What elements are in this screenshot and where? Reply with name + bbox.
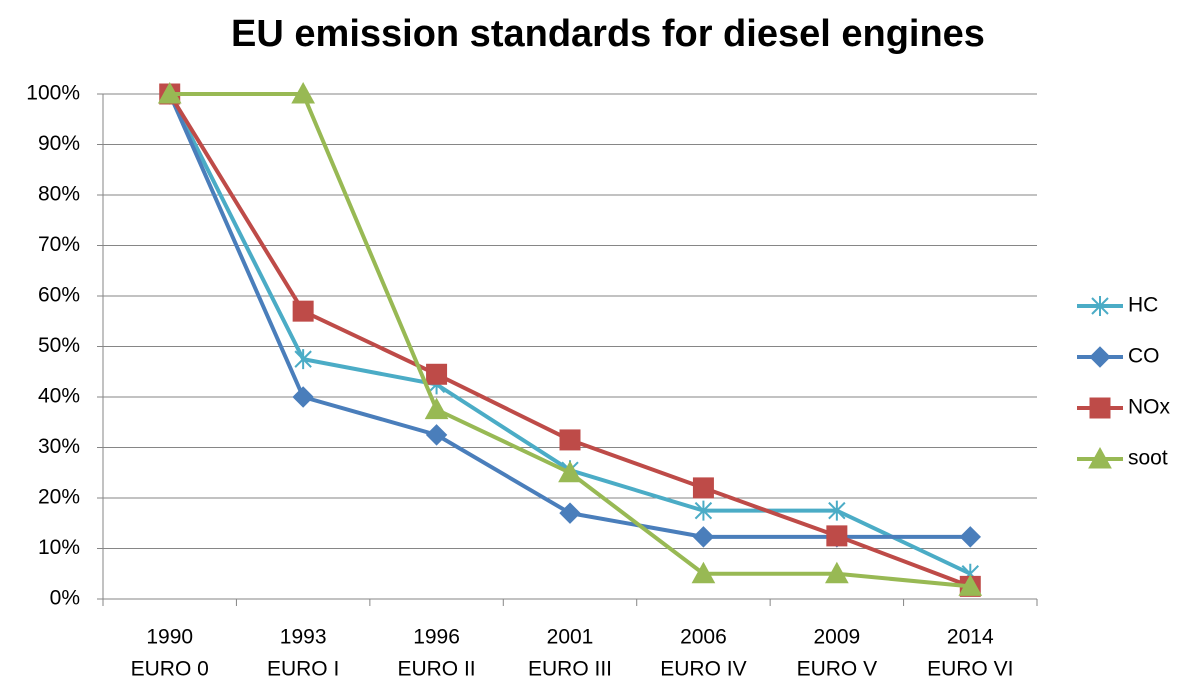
legend-marker [1091,296,1109,316]
marker [825,561,849,584]
legend-item: NOx [1077,396,1171,419]
marker [826,525,848,547]
y-tick-label: 100% [26,82,80,105]
legend-label: NOx [1128,396,1171,419]
series-line [167,93,972,576]
x-tick-label: EURO I [267,658,339,681]
y-tick-label: 20% [38,486,80,509]
x-tick-label: 2001 [547,626,594,649]
x-tick-label: 2006 [680,626,727,649]
x-tick-label: EURO VI [927,658,1013,681]
marker [692,526,715,548]
x-tick-label: 2009 [813,626,860,649]
y-tick-label: 80% [38,183,80,206]
y-tick-label: 40% [38,385,80,408]
legend-marker [1088,446,1112,469]
marker [559,502,581,524]
x-tick-label: 1993 [280,626,327,649]
marker [558,460,582,483]
legend-item: HC [1077,294,1158,317]
y-tick-label: 50% [38,334,80,357]
x-tick-label: 1996 [413,626,460,649]
series [157,81,983,596]
y-tick-label: 90% [38,132,80,155]
legend-marker [1089,346,1111,368]
legend-label: HC [1128,294,1158,317]
x-tick-label: EURO V [797,658,878,681]
marker [828,500,846,521]
marker [425,424,448,446]
chart-title: EU emission standards for diesel engines [231,13,985,55]
legend-marker [1089,397,1111,419]
x-tick-label: 1990 [146,626,193,649]
marker [958,574,983,596]
y-tick-label: 0% [50,587,80,610]
marker [692,477,714,499]
legend-label: soot [1128,447,1168,470]
x-tick-label: EURO IV [660,658,746,681]
marker [157,81,182,104]
marker [424,397,449,420]
x-tick-label: EURO 0 [131,658,209,681]
legend-item: soot [1077,447,1168,470]
y-tick-label: 30% [38,435,80,458]
x-tick-label: EURO III [528,658,612,681]
marker [959,526,981,548]
marker [292,300,314,322]
y-tick-label: 70% [38,233,80,256]
marker [291,81,315,104]
marker [426,363,448,385]
legend-item: CO [1077,345,1160,368]
x-tick-label: EURO II [397,658,475,681]
y-tick-label: 60% [38,284,80,307]
y-tick-label: 10% [38,536,80,559]
legend-label: CO [1128,345,1160,368]
marker [292,386,314,408]
marker [294,349,312,370]
marker [691,561,716,584]
x-tick-label: 2014 [947,626,994,649]
marker [559,429,581,451]
marker [694,500,713,521]
